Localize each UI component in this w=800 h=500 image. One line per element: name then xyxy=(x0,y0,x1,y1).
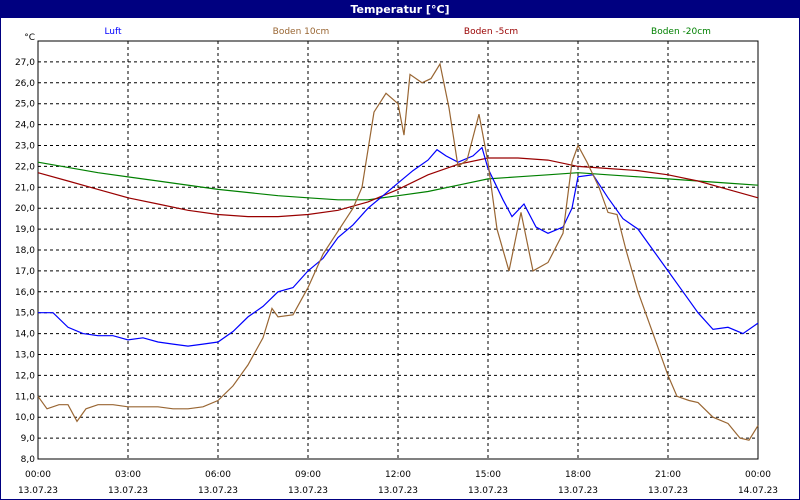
series-line-luft xyxy=(38,146,759,347)
x-tick-date: 13.07.23 xyxy=(648,486,688,496)
x-tick-date: 13.07.23 xyxy=(198,486,238,496)
x-tick-date: 13.07.23 xyxy=(288,486,328,496)
x-tick-time: 03:00 xyxy=(115,470,141,480)
y-tick-label: 23,0 xyxy=(15,142,35,152)
y-tick-label: 8,0 xyxy=(21,455,36,465)
x-tick-date: 13.07.23 xyxy=(468,486,508,496)
y-tick-label: 20,0 xyxy=(15,204,35,214)
x-tick-time: 15:00 xyxy=(475,470,501,480)
y-tick-label: 19,0 xyxy=(15,225,35,235)
y-tick-label: 16,0 xyxy=(15,288,35,298)
y-tick-label: 9,0 xyxy=(21,434,36,444)
y-tick-label: 27,0 xyxy=(15,58,35,68)
y-tick-label: 21,0 xyxy=(15,183,35,193)
y-tick-label: 26,0 xyxy=(15,79,35,89)
series-line-boden-20cm xyxy=(37,161,759,201)
y-tick-label: 22,0 xyxy=(15,162,35,172)
x-tick-date: 13.07.23 xyxy=(18,486,58,496)
x-tick-time: 12:00 xyxy=(385,470,411,480)
x-tick-date: 13.07.23 xyxy=(558,486,598,496)
x-tick-time: 00:00 xyxy=(25,470,51,480)
x-tick-date: 13.07.23 xyxy=(378,486,418,496)
y-axis-unit: °C xyxy=(24,33,35,43)
x-tick-date: 13.07.23 xyxy=(108,486,148,496)
y-tick-label: 10,0 xyxy=(15,413,35,423)
y-tick-label: 11,0 xyxy=(15,392,35,402)
x-tick-time: 18:00 xyxy=(565,470,591,480)
x-tick-time: 21:00 xyxy=(655,470,681,480)
y-tick-label: 13,0 xyxy=(15,351,35,361)
x-tick-time: 09:00 xyxy=(295,470,321,480)
y-tick-label: 14,0 xyxy=(15,330,35,340)
x-tick-time: 06:00 xyxy=(205,470,231,480)
y-tick-label: 25,0 xyxy=(15,100,35,110)
y-tick-label: 17,0 xyxy=(15,267,35,277)
series-line-boden-10cm xyxy=(37,62,759,441)
x-tick-date: 14.07.23 xyxy=(738,486,778,496)
x-tick-time: 00:00 xyxy=(745,470,771,480)
legend-entry: Boden -5cm xyxy=(464,27,518,37)
legend-entry: Boden -20cm xyxy=(651,27,711,37)
y-tick-label: 15,0 xyxy=(15,309,35,319)
series-line-boden-5cm xyxy=(37,157,759,218)
y-tick-label: 18,0 xyxy=(15,246,35,256)
y-tick-label: 24,0 xyxy=(15,121,35,131)
y-tick-label: 12,0 xyxy=(15,371,35,381)
legend-entry: Boden 10cm xyxy=(273,27,330,37)
chart-title: Temperatur [°C] xyxy=(1,1,799,18)
legend-entry: Luft xyxy=(104,27,122,37)
